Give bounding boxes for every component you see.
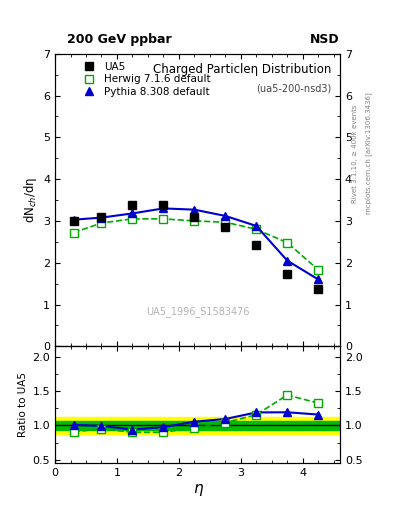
Y-axis label: Ratio to UA5: Ratio to UA5 bbox=[18, 372, 28, 437]
Text: (ua5-200-nsd3): (ua5-200-nsd3) bbox=[256, 83, 331, 93]
Pythia 8.308 default bbox=[99, 215, 104, 221]
Line: UA5: UA5 bbox=[70, 201, 322, 293]
Herwig 7.1.6 default bbox=[99, 220, 104, 226]
UA5 bbox=[192, 214, 197, 220]
Text: NSD: NSD bbox=[310, 33, 340, 46]
Herwig 7.1.6 default bbox=[192, 218, 197, 224]
Text: UA5_1996_S1583476: UA5_1996_S1583476 bbox=[146, 306, 249, 317]
UA5 bbox=[316, 286, 321, 292]
UA5 bbox=[285, 271, 290, 278]
Text: Charged Particleη Distribution: Charged Particleη Distribution bbox=[153, 62, 331, 76]
UA5 bbox=[130, 202, 135, 208]
Pythia 8.308 default bbox=[285, 258, 290, 264]
Bar bbox=[55, 421, 340, 430]
UA5 bbox=[254, 242, 259, 248]
Bar bbox=[55, 417, 340, 434]
Herwig 7.1.6 default bbox=[316, 267, 321, 273]
Herwig 7.1.6 default bbox=[161, 216, 166, 222]
Text: 200 GeV ppbar: 200 GeV ppbar bbox=[67, 33, 171, 46]
Herwig 7.1.6 default bbox=[71, 229, 76, 236]
Pythia 8.308 default bbox=[223, 213, 228, 219]
Legend: UA5, Herwig 7.1.6 default, Pythia 8.308 default: UA5, Herwig 7.1.6 default, Pythia 8.308 … bbox=[77, 62, 211, 97]
Pythia 8.308 default bbox=[161, 205, 166, 211]
Pythia 8.308 default bbox=[316, 276, 321, 283]
Pythia 8.308 default bbox=[254, 223, 259, 229]
X-axis label: η: η bbox=[193, 481, 202, 496]
Pythia 8.308 default bbox=[130, 210, 135, 217]
Herwig 7.1.6 default bbox=[254, 226, 259, 232]
Herwig 7.1.6 default bbox=[285, 240, 290, 246]
UA5 bbox=[223, 224, 228, 230]
Pythia 8.308 default bbox=[71, 217, 76, 223]
UA5 bbox=[71, 218, 76, 224]
Text: mcplots.cern.ch [arXiv:1306.3436]: mcplots.cern.ch [arXiv:1306.3436] bbox=[365, 93, 372, 215]
Y-axis label: dN$_{ch}$/dη: dN$_{ch}$/dη bbox=[22, 177, 39, 223]
Line: Pythia 8.308 default: Pythia 8.308 default bbox=[70, 204, 322, 284]
UA5 bbox=[161, 202, 166, 208]
Pythia 8.308 default bbox=[192, 206, 197, 212]
Herwig 7.1.6 default bbox=[223, 219, 228, 225]
Line: Herwig 7.1.6 default: Herwig 7.1.6 default bbox=[70, 215, 322, 274]
UA5 bbox=[99, 214, 104, 220]
Herwig 7.1.6 default bbox=[130, 216, 135, 222]
Text: Rivet 3.1.10, ≥ 400k events: Rivet 3.1.10, ≥ 400k events bbox=[352, 104, 358, 203]
